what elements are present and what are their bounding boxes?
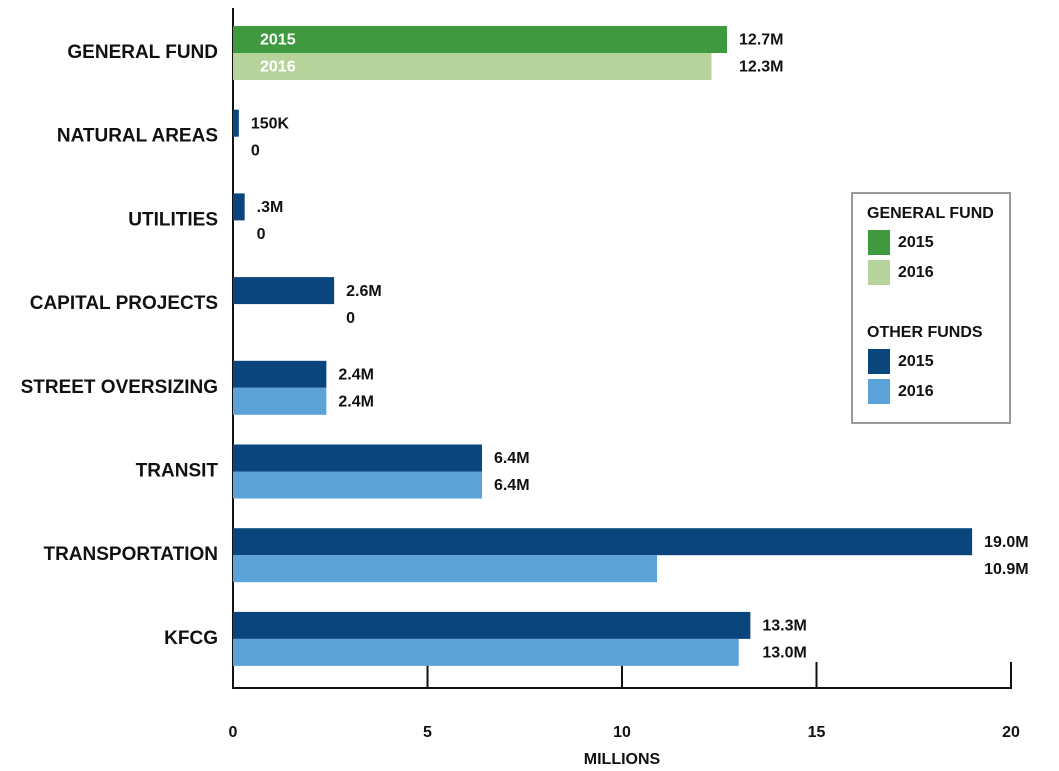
value-label: 12.7M xyxy=(739,32,783,49)
value-label: 12.3M xyxy=(739,59,783,76)
value-label: 13.0M xyxy=(762,645,806,662)
bar xyxy=(233,26,728,53)
value-label: .3M xyxy=(257,199,284,216)
category-label: TRANSIT xyxy=(136,461,219,482)
value-label: 0 xyxy=(251,142,260,159)
value-label: 2.4M xyxy=(338,394,374,411)
category-label: CAPITAL PROJECTS xyxy=(30,293,218,314)
value-label: 6.4M xyxy=(494,477,530,494)
bar-inner-label: 2016 xyxy=(260,59,296,76)
category-label: KFCG xyxy=(164,628,218,649)
category-label: UTILITIES xyxy=(128,209,218,230)
category-label: STREET OVERSIZING xyxy=(21,377,218,398)
legend-label: 2015 xyxy=(898,353,934,370)
category-label: NATURAL AREAS xyxy=(57,126,218,147)
category-label: GENERAL FUND xyxy=(67,42,218,63)
value-label: 150K xyxy=(251,115,290,132)
legend-swatch xyxy=(868,349,890,374)
bar xyxy=(233,555,658,583)
bar xyxy=(233,193,245,221)
legend-swatch xyxy=(868,379,890,404)
legend-label: 2016 xyxy=(898,264,934,281)
value-label: 0 xyxy=(346,310,355,327)
legend-label: 2015 xyxy=(898,234,934,251)
value-label: 10.9M xyxy=(984,561,1028,578)
bar xyxy=(233,109,239,137)
legend-title: OTHER FUNDS xyxy=(867,324,983,341)
category-label: TRANSPORTATION xyxy=(43,544,218,565)
bar xyxy=(233,528,973,556)
bar xyxy=(233,277,335,305)
bar xyxy=(233,638,739,666)
value-label: 2.6M xyxy=(346,283,382,300)
bar xyxy=(233,387,327,415)
x-tick-label: 0 xyxy=(229,724,238,741)
bar xyxy=(233,444,482,472)
x-axis-label: MILLIONS xyxy=(584,751,661,768)
x-tick-label: 10 xyxy=(613,724,631,741)
x-tick-label: 5 xyxy=(423,724,432,741)
value-label: 2.4M xyxy=(338,367,374,384)
bar xyxy=(233,471,482,499)
value-label: 13.3M xyxy=(762,618,806,635)
bar-inner-label: 2015 xyxy=(260,32,296,49)
value-label: 0 xyxy=(257,226,266,243)
value-label: 19.0M xyxy=(984,534,1028,551)
bar xyxy=(233,611,751,639)
legend-swatch xyxy=(868,260,890,285)
bar xyxy=(233,53,712,80)
x-tick-label: 20 xyxy=(1002,724,1020,741)
legend-title: GENERAL FUND xyxy=(867,205,994,222)
legend-label: 2016 xyxy=(898,383,934,400)
legend-swatch xyxy=(868,230,890,255)
x-tick-label: 15 xyxy=(808,724,826,741)
value-label: 6.4M xyxy=(494,450,530,467)
bar xyxy=(233,360,327,388)
